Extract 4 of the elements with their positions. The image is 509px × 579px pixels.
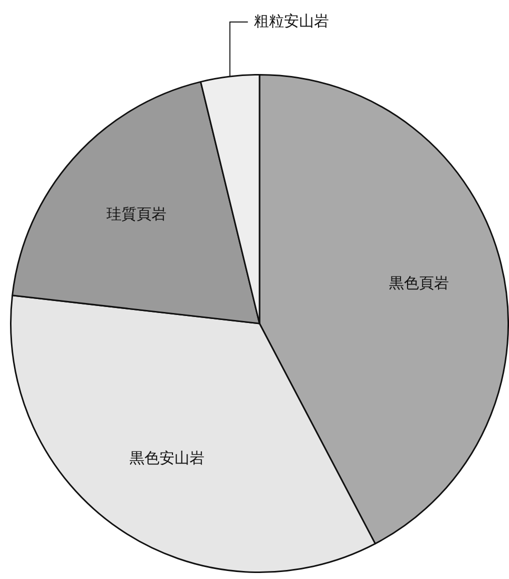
slice-label: 黒色頁岩 bbox=[388, 274, 449, 292]
slice-label: 珪質頁岩 bbox=[106, 204, 166, 223]
slice-label: 黒色安山岩 bbox=[129, 448, 204, 467]
slice-label: 粗粒安山岩 bbox=[254, 12, 329, 30]
